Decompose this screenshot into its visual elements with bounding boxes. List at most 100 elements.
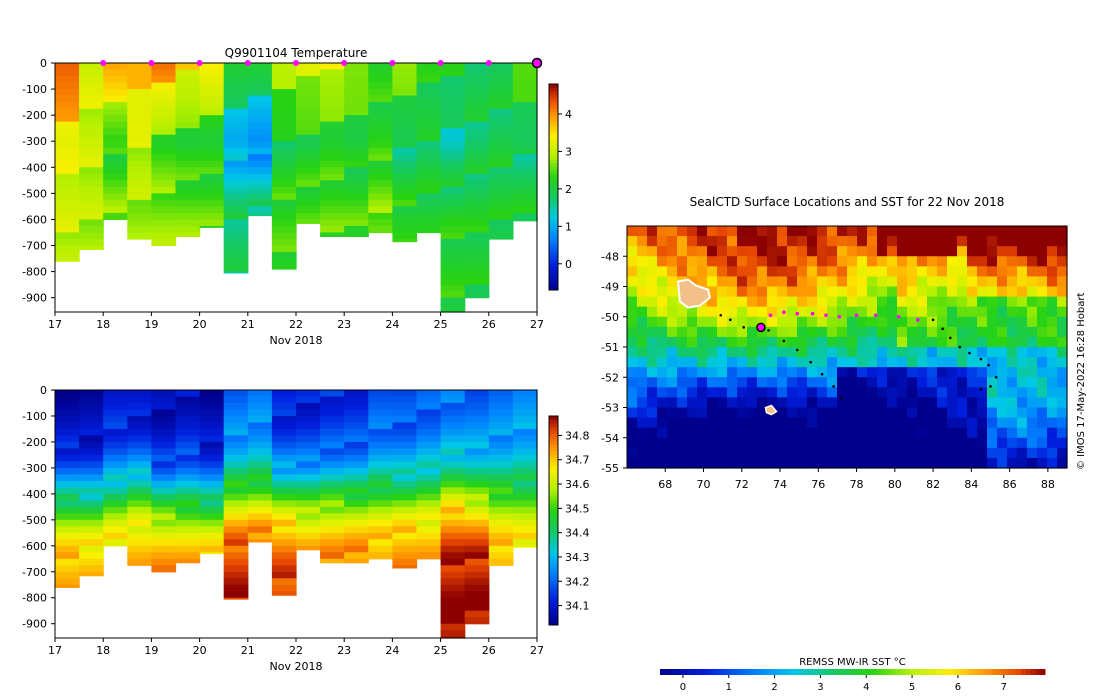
colorbar-cell xyxy=(549,200,558,205)
sst-cell xyxy=(637,316,648,328)
section-cell xyxy=(368,180,393,188)
sst-cell xyxy=(727,377,738,388)
colorbar-tick-label: 34.7 xyxy=(565,454,590,467)
section-cell xyxy=(296,115,321,123)
sst-cell xyxy=(767,276,778,288)
colorbar-cell xyxy=(549,555,558,560)
sst-cell xyxy=(857,427,868,439)
sst-cell xyxy=(907,447,918,459)
section-cell xyxy=(464,552,490,560)
sst-cell xyxy=(647,457,658,469)
sst-cell xyxy=(947,336,958,348)
section-cell xyxy=(199,225,225,228)
section-cell xyxy=(151,141,177,149)
section-cell xyxy=(175,474,201,482)
section-cell xyxy=(392,69,418,77)
sst-cell xyxy=(827,226,838,237)
sst-cell xyxy=(877,447,888,459)
section-cell xyxy=(199,212,225,221)
section-cell xyxy=(368,435,393,443)
section-cell xyxy=(55,461,80,469)
sst-cell xyxy=(687,266,698,278)
section-cell xyxy=(103,402,128,411)
section-cell xyxy=(416,519,442,527)
section-cell xyxy=(512,519,538,527)
section-cell xyxy=(488,141,514,149)
section-cell xyxy=(392,565,418,569)
section-cell xyxy=(127,441,152,450)
sst-cell xyxy=(747,377,758,388)
section-cell xyxy=(199,526,225,534)
colorbar-cell xyxy=(549,614,558,619)
sst-cell xyxy=(1027,417,1038,429)
sst-cell xyxy=(877,306,888,318)
section-cell xyxy=(103,415,128,424)
sst-cell xyxy=(777,326,788,338)
sst-cell xyxy=(987,417,998,429)
section-cell xyxy=(247,474,273,482)
section-cell xyxy=(416,95,442,103)
section-cell xyxy=(175,108,201,116)
section-cell xyxy=(199,82,225,90)
sst-cell xyxy=(657,226,668,237)
section-cell xyxy=(392,63,418,71)
sst-cell xyxy=(787,266,798,278)
sst-colorbar-cell xyxy=(929,669,935,675)
section-cell xyxy=(247,193,273,201)
sst-cell xyxy=(1037,367,1048,378)
section-cell xyxy=(79,415,104,424)
x-tick-label: 22 xyxy=(289,318,303,331)
profile-marker xyxy=(244,60,251,66)
sst-cell xyxy=(997,326,1008,338)
sst-cell xyxy=(957,336,968,348)
sst-cell xyxy=(977,377,988,388)
sst-colorbar-cell xyxy=(780,669,786,675)
section-cell xyxy=(416,212,442,221)
section-cell xyxy=(416,545,442,553)
sst-cell xyxy=(727,306,738,318)
section-cell xyxy=(464,76,490,84)
section-cell xyxy=(199,128,225,136)
sst-cell xyxy=(987,357,998,368)
colorbar-tick-label: 0 xyxy=(565,258,572,271)
section-cell xyxy=(368,500,393,508)
section-cell xyxy=(488,173,514,181)
colorbar-cell xyxy=(549,228,558,233)
section-cell xyxy=(127,193,152,201)
section-cell xyxy=(151,441,177,450)
section-cell xyxy=(271,167,297,175)
sst-cell xyxy=(727,266,738,278)
section-cell xyxy=(368,474,393,482)
sst-colorbar-cell xyxy=(857,669,863,675)
section-cell xyxy=(247,441,273,450)
section-cell xyxy=(199,167,225,175)
section-cell xyxy=(464,147,490,155)
colorbar-cell xyxy=(549,475,558,480)
sst-cell xyxy=(817,246,828,257)
sst-cell xyxy=(987,226,998,237)
sst-cell xyxy=(847,427,858,439)
section-cell xyxy=(199,89,225,97)
section-cell xyxy=(416,89,442,97)
section-cell xyxy=(223,441,249,450)
sst-cell xyxy=(667,226,678,237)
section-cell xyxy=(127,219,152,227)
section-cell xyxy=(512,180,538,188)
section-cell xyxy=(416,180,442,188)
sst-cell xyxy=(677,226,688,237)
section-cell xyxy=(55,167,80,175)
section-cell xyxy=(175,552,201,560)
section-cell xyxy=(464,128,490,136)
section-cell xyxy=(320,519,345,527)
sst-cell xyxy=(937,246,948,257)
sst-cell xyxy=(1057,236,1068,247)
section-cell xyxy=(55,448,80,456)
sst-cell xyxy=(867,256,878,267)
section-cell xyxy=(199,448,225,456)
section-cell xyxy=(79,238,104,247)
sst-cell xyxy=(767,226,778,237)
sst-cell xyxy=(847,276,858,288)
colorbar-tick-label: 34.3 xyxy=(565,551,590,564)
x-tick-label: 18 xyxy=(96,318,110,331)
section-cell xyxy=(103,506,128,514)
